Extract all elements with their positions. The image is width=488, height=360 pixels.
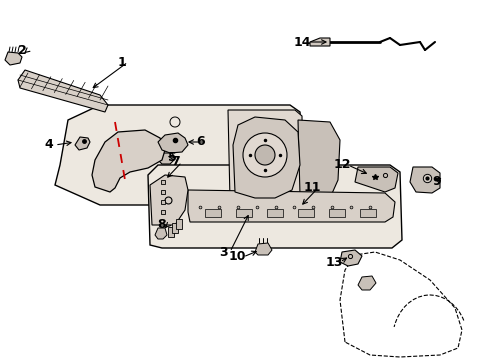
Polygon shape — [297, 120, 339, 198]
Polygon shape — [148, 165, 401, 248]
Polygon shape — [92, 130, 164, 192]
Polygon shape — [158, 153, 175, 164]
Polygon shape — [354, 167, 397, 192]
Bar — [172, 223, 178, 233]
Bar — [176, 219, 182, 229]
Polygon shape — [187, 190, 394, 222]
Text: 6: 6 — [196, 135, 205, 148]
Bar — [359, 209, 375, 217]
Text: 1: 1 — [118, 55, 126, 68]
Polygon shape — [309, 38, 329, 46]
Text: 8: 8 — [157, 219, 166, 231]
Polygon shape — [150, 175, 187, 225]
Circle shape — [254, 145, 274, 165]
Text: 3: 3 — [219, 246, 228, 258]
Polygon shape — [5, 52, 22, 65]
Bar — [236, 209, 251, 217]
Polygon shape — [155, 228, 167, 239]
Text: 14: 14 — [293, 36, 310, 49]
Polygon shape — [18, 70, 108, 112]
Text: 10: 10 — [228, 251, 245, 264]
Text: 12: 12 — [332, 158, 350, 171]
Polygon shape — [55, 105, 305, 205]
Bar — [204, 209, 221, 217]
Text: 2: 2 — [18, 44, 26, 57]
Text: 4: 4 — [44, 139, 53, 152]
Bar — [266, 209, 283, 217]
Polygon shape — [227, 110, 303, 203]
Polygon shape — [158, 133, 187, 153]
Text: 13: 13 — [325, 256, 342, 269]
Text: 5: 5 — [167, 152, 176, 165]
Polygon shape — [357, 276, 375, 290]
Polygon shape — [75, 137, 90, 150]
Polygon shape — [339, 250, 361, 266]
Bar — [168, 227, 174, 237]
Circle shape — [243, 133, 286, 177]
Polygon shape — [254, 243, 271, 255]
Text: 9: 9 — [432, 175, 440, 189]
Polygon shape — [409, 167, 439, 193]
Bar — [297, 209, 313, 217]
Polygon shape — [232, 117, 299, 198]
Bar — [328, 209, 345, 217]
Text: 7: 7 — [171, 156, 180, 168]
Text: 11: 11 — [303, 181, 320, 194]
